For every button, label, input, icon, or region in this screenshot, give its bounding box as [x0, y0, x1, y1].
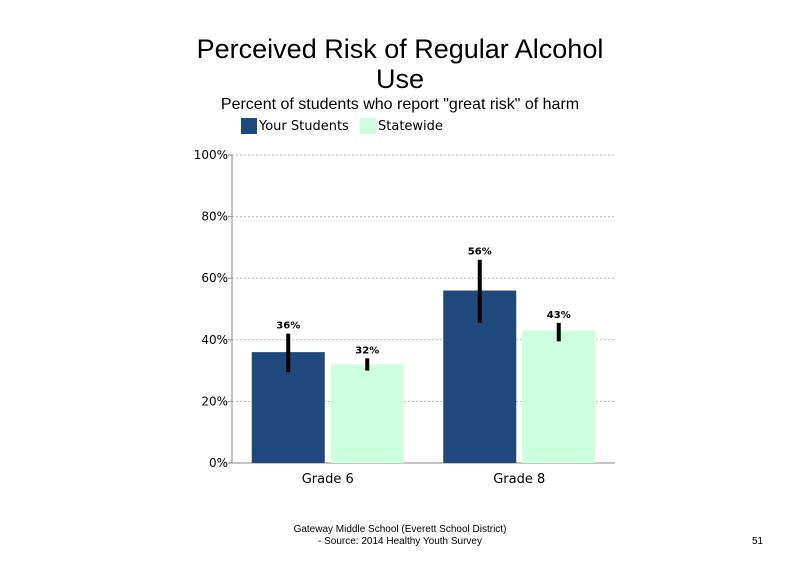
- legend-label-your-students: Your Students: [259, 118, 349, 134]
- footer-source: Gateway Middle School (Everett School Di…: [220, 524, 580, 548]
- y-tick-label: 100%: [194, 148, 228, 162]
- data-label: 43%: [547, 310, 571, 321]
- bar: [330, 364, 404, 463]
- y-tick-label: 20%: [201, 394, 228, 408]
- y-tick-label: 80%: [201, 210, 228, 224]
- y-tick-label: 60%: [201, 271, 228, 285]
- footer-line-1: Gateway Middle School (Everett School Di…: [293, 524, 507, 535]
- y-tick-label: 0%: [209, 456, 228, 470]
- chart-title: Perceived Risk of Regular Alcohol Use: [196, 34, 604, 94]
- bar: [522, 330, 596, 463]
- page-number: 51: [752, 536, 764, 547]
- legend-item-your-students: Your Students: [241, 118, 349, 134]
- chart-subtitle: Percent of students who report "great ri…: [220, 96, 580, 113]
- legend-item-statewide: Statewide: [360, 118, 443, 134]
- legend-swatch-statewide: [360, 118, 376, 134]
- x-tick-label: Grade 8: [493, 472, 545, 487]
- data-label: 32%: [355, 345, 379, 356]
- footer-line-2: - Source: 2014 Healthy Youth Survey: [318, 536, 482, 547]
- data-label: 36%: [276, 321, 300, 332]
- data-label: 56%: [468, 247, 492, 258]
- legend-label-statewide: Statewide: [378, 118, 443, 134]
- legend-swatch-your-students: [241, 118, 257, 134]
- y-tick-label: 40%: [201, 333, 228, 347]
- x-tick-label: Grade 6: [302, 472, 354, 487]
